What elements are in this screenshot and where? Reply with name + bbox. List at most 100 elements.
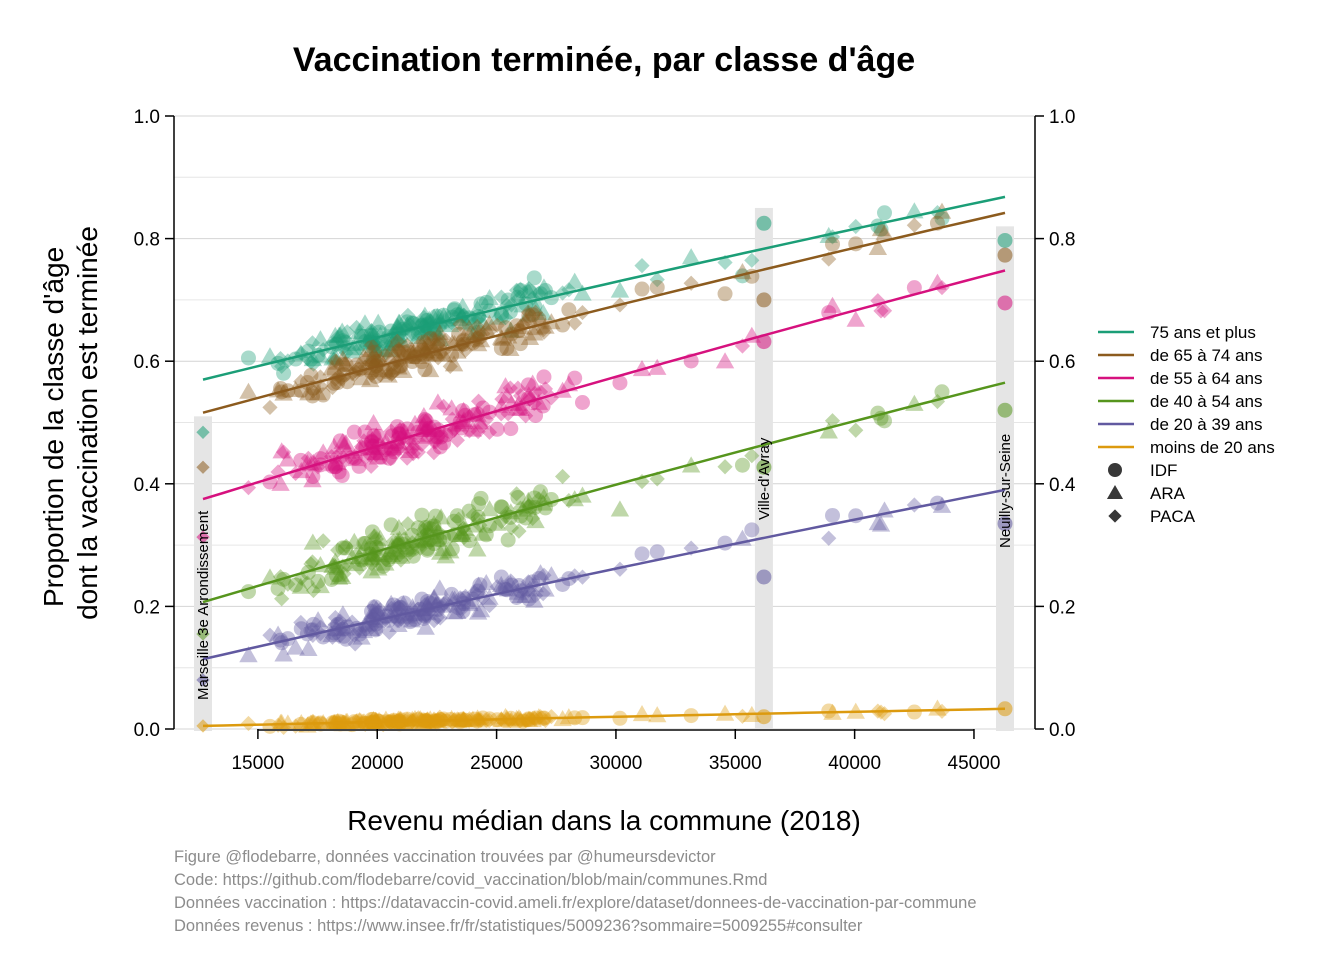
- data-point: [436, 547, 455, 564]
- data-point: [461, 423, 478, 439]
- data-point: [429, 609, 445, 625]
- data-point: [497, 709, 517, 726]
- data-point: [392, 547, 411, 564]
- x-tick-label: 30000: [590, 753, 643, 774]
- data-point: [494, 308, 510, 324]
- data-point: [453, 525, 472, 542]
- data-point: [399, 421, 415, 437]
- data-point: [526, 270, 542, 286]
- highlight-point: [997, 701, 1013, 717]
- data-point: [525, 324, 544, 341]
- data-point: [510, 490, 526, 506]
- commune-label: Ville-d'Avray: [756, 437, 773, 520]
- data-point: [399, 711, 415, 728]
- data-point: [512, 500, 529, 516]
- data-point: [386, 356, 402, 372]
- data-point: [405, 712, 421, 728]
- data-point: [494, 499, 510, 515]
- data-point: [448, 342, 467, 359]
- data-point: [487, 308, 507, 325]
- data-point: [419, 711, 435, 728]
- data-point: [422, 521, 438, 537]
- legend-label: de 20 à 39 ans: [1150, 415, 1262, 434]
- data-point: [315, 533, 331, 549]
- data-point: [327, 610, 344, 626]
- data-point: [271, 713, 290, 731]
- data-point: [368, 343, 384, 359]
- data-point: [509, 486, 525, 502]
- data-point: [293, 452, 309, 468]
- highlight-point: [997, 232, 1013, 248]
- data-point: [520, 574, 537, 590]
- data-point: [384, 441, 400, 457]
- data-point: [262, 627, 278, 643]
- data-point: [417, 411, 433, 427]
- data-point: [376, 554, 395, 571]
- data-point: [274, 635, 290, 651]
- data-point: [734, 457, 750, 473]
- data-point: [358, 716, 374, 732]
- highlight-point: [756, 709, 772, 725]
- data-point: [400, 344, 416, 360]
- data-point: [434, 540, 453, 557]
- data-point: [405, 445, 421, 462]
- data-point: [471, 601, 491, 618]
- data-point: [518, 510, 534, 526]
- data-point: [418, 427, 437, 444]
- data-point: [465, 323, 484, 341]
- data-point: [352, 628, 371, 645]
- x-tick-label: 15000: [231, 753, 284, 774]
- data-point: [272, 351, 289, 367]
- data-point: [821, 703, 837, 719]
- data-point: [362, 447, 378, 464]
- data-point: [366, 444, 386, 461]
- data-point: [396, 595, 412, 611]
- data-point: [493, 499, 509, 515]
- data-point: [469, 324, 488, 341]
- data-point: [906, 497, 922, 513]
- data-point: [414, 591, 430, 607]
- data-point: [501, 575, 520, 592]
- series-points: [240, 384, 950, 607]
- data-point: [325, 455, 344, 472]
- data-point: [311, 347, 330, 364]
- data-point: [419, 593, 435, 609]
- data-point: [390, 421, 410, 438]
- data-point: [535, 398, 551, 414]
- data-point: [649, 544, 665, 560]
- commune-label: Neuilly-sur-Seine: [997, 434, 1014, 548]
- data-point: [414, 536, 430, 552]
- data-point: [410, 712, 426, 728]
- data-point: [537, 381, 554, 397]
- data-point: [291, 577, 311, 594]
- data-point: [324, 571, 340, 587]
- data-point: [468, 540, 487, 557]
- data-point: [446, 302, 462, 318]
- y-tick-label: 1.0: [134, 107, 160, 128]
- data-point: [469, 318, 485, 335]
- data-point: [875, 224, 894, 241]
- data-point: [503, 573, 519, 589]
- data-point: [328, 712, 347, 730]
- data-point: [500, 532, 516, 548]
- data-point: [386, 597, 402, 613]
- data-point: [521, 308, 537, 324]
- data-point: [384, 330, 404, 348]
- data-point: [470, 324, 486, 340]
- data-point: [824, 413, 841, 429]
- data-point: [367, 344, 383, 360]
- data-point: [632, 705, 652, 722]
- commune-label: Marseille 3e Arrondissement: [195, 510, 212, 700]
- data-point: [454, 420, 470, 436]
- caption-line: Code: https://github.com/flodebarre/covi…: [174, 871, 768, 889]
- data-point: [402, 611, 422, 628]
- data-point: [511, 290, 527, 306]
- data-point: [460, 595, 479, 612]
- data-point: [442, 598, 458, 614]
- data-point: [472, 577, 488, 593]
- data-point: [393, 423, 409, 439]
- data-point: [293, 345, 309, 362]
- data-point: [364, 528, 384, 545]
- data-point: [375, 717, 391, 733]
- data-point: [363, 322, 380, 339]
